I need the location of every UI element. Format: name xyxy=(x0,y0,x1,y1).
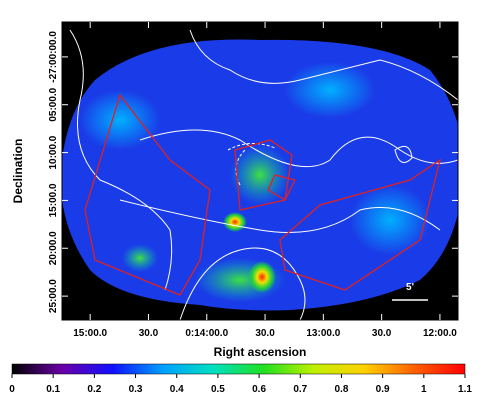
colorbar-tick-label: 0.8 xyxy=(335,384,349,395)
y-tick-label: -27:00:00.0 xyxy=(48,31,59,83)
colorbar-tick-label: 0.6 xyxy=(252,384,266,395)
colorbar-tick-label: 1 xyxy=(421,384,427,395)
y-tick-label: 10:00.0 xyxy=(48,135,59,169)
x-axis-label: Right ascension xyxy=(214,345,307,359)
x-tick-label: 12:00.0 xyxy=(423,328,457,339)
x-tick-label: 0:14:00.0 xyxy=(185,328,228,339)
x-tick-label: 13:00.0 xyxy=(306,328,340,339)
colorbar-tick-label: 0.2 xyxy=(87,384,101,395)
plot-frame xyxy=(61,21,459,321)
colorbar-tick-label: 0.1 xyxy=(46,384,60,395)
x-tick-label: 30.0 xyxy=(372,328,392,339)
scale-bar-label: 5' xyxy=(406,282,414,293)
colorbar-tick-label: 0.7 xyxy=(293,384,307,395)
y-tick-label: 20:00.0 xyxy=(48,231,59,265)
colorbar-tick-label: 0.3 xyxy=(129,384,143,395)
colorbar-tick-label: 0.9 xyxy=(376,384,390,395)
x-tick-label: 15:00.0 xyxy=(73,328,107,339)
map-image xyxy=(62,22,458,320)
colorbar xyxy=(11,363,466,375)
y-axis-label: Declination xyxy=(11,139,25,204)
y-tick-label: 15:00.0 xyxy=(48,183,59,217)
x-tick-label: 30.0 xyxy=(139,328,159,339)
colorbar-tick-label: 0.5 xyxy=(211,384,225,395)
colorbar-tick-label: 0 xyxy=(9,384,15,395)
y-tick-label: 25:00.0 xyxy=(48,279,59,313)
y-tick-label: 05:00.0 xyxy=(48,87,59,121)
colorbar-tick-label: 1.1 xyxy=(458,384,472,395)
x-tick-label: 30.0 xyxy=(255,328,275,339)
colorbar-tick-label: 0.4 xyxy=(170,384,184,395)
